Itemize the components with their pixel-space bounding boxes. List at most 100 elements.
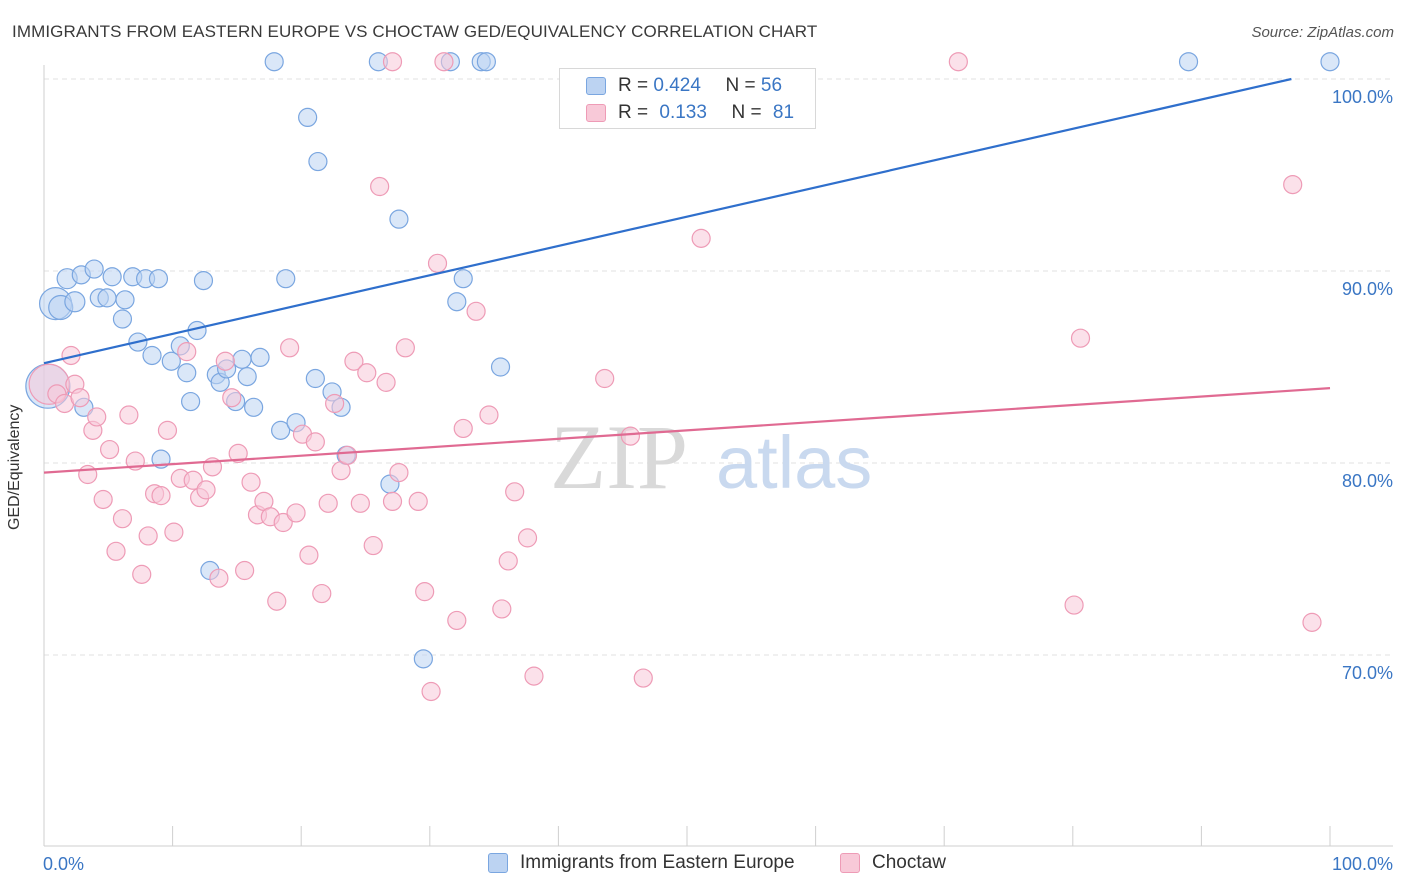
point-choctaw-48 xyxy=(344,351,364,371)
legend-r-label: R = xyxy=(618,102,649,123)
point-eastern-europe-50 xyxy=(453,269,473,289)
point-eastern-europe-36 xyxy=(276,269,296,289)
point-eastern-europe-34 xyxy=(264,52,284,72)
point-choctaw-20 xyxy=(164,522,184,542)
watermark: ZIP atlas xyxy=(550,406,872,508)
legend-n-value: 56 xyxy=(760,75,783,96)
points-layer xyxy=(25,52,1340,702)
point-choctaw-32 xyxy=(241,472,261,492)
point-choctaw-36 xyxy=(267,591,287,611)
point-eastern-europe-11 xyxy=(115,290,135,310)
point-eastern-europe-7 xyxy=(84,259,104,279)
point-eastern-europe-33 xyxy=(250,347,270,367)
legend-swatch-choctaw xyxy=(586,104,606,122)
point-choctaw-29 xyxy=(222,388,242,408)
point-eastern-europe-47 xyxy=(413,649,433,669)
point-choctaw-47 xyxy=(337,445,358,465)
point-eastern-europe-21 xyxy=(177,363,197,383)
legend-n-label: N = xyxy=(725,75,756,96)
point-choctaw-50 xyxy=(357,363,377,383)
point-eastern-europe-9 xyxy=(97,288,117,308)
point-choctaw-42 xyxy=(305,432,325,452)
point-choctaw-23 xyxy=(183,470,203,490)
point-choctaw-18 xyxy=(151,486,171,506)
point-choctaw-57 xyxy=(408,491,428,511)
point-eastern-europe-32 xyxy=(244,397,264,417)
point-choctaw-73 xyxy=(620,426,641,446)
legend-swatch-eastern-europe xyxy=(586,77,606,95)
point-choctaw-68 xyxy=(505,482,525,502)
point-eastern-europe-40 xyxy=(308,151,328,172)
legend-swatch-choctaw xyxy=(840,853,860,873)
legend-text-choctaw: R = 0.133 N = 81 xyxy=(618,102,794,124)
point-choctaw-55 xyxy=(389,463,409,483)
legend-r-label: R = xyxy=(618,75,649,96)
point-choctaw-22 xyxy=(177,342,197,362)
point-choctaw-54 xyxy=(382,491,403,511)
point-eastern-europe-17 xyxy=(148,269,169,289)
point-choctaw-25 xyxy=(196,480,216,500)
point-choctaw-66 xyxy=(492,599,512,619)
point-choctaw-27 xyxy=(209,568,229,588)
point-choctaw-71 xyxy=(382,52,403,72)
point-choctaw-19 xyxy=(157,420,178,440)
point-choctaw-43 xyxy=(312,583,332,604)
point-choctaw-28 xyxy=(215,351,235,371)
point-choctaw-67 xyxy=(498,551,518,571)
point-eastern-europe-31 xyxy=(237,367,257,387)
point-choctaw-52 xyxy=(370,176,390,197)
point-eastern-europe-53 xyxy=(490,357,511,377)
point-choctaw-8 xyxy=(87,407,107,427)
point-choctaw-63 xyxy=(453,418,473,439)
point-eastern-europe-4 xyxy=(64,291,86,313)
point-choctaw-56 xyxy=(395,338,415,358)
point-choctaw-41 xyxy=(299,545,319,565)
point-choctaw-79 xyxy=(1283,175,1303,195)
trend-line-choctaw xyxy=(43,387,1331,474)
point-eastern-europe-12 xyxy=(112,309,133,329)
legend-text-eastern-europe: R = 0.424 N = 56 xyxy=(618,75,782,97)
y-tick-labels: 100.0% 90.0% 80.0% 70.0% xyxy=(1332,87,1393,683)
point-choctaw-60 xyxy=(427,253,448,273)
point-choctaw-39 xyxy=(286,503,306,523)
point-eastern-europe-52 xyxy=(476,52,496,72)
point-choctaw-64 xyxy=(466,301,486,321)
point-choctaw-70 xyxy=(524,666,544,686)
series-legend: Immigrants from Eastern Europe Choctaw xyxy=(0,852,1406,878)
point-choctaw-5 xyxy=(70,388,90,408)
y-tick-label-80: 80.0% xyxy=(1342,471,1393,491)
point-choctaw-58 xyxy=(415,582,435,602)
legend-swatch-eastern-europe xyxy=(488,853,508,873)
point-choctaw-11 xyxy=(106,541,126,561)
point-choctaw-31 xyxy=(235,560,255,581)
legend-n-label: N = xyxy=(731,102,762,123)
point-choctaw-78 xyxy=(1070,328,1091,348)
point-choctaw-10 xyxy=(99,439,120,460)
point-choctaw-62 xyxy=(447,610,467,631)
point-choctaw-38 xyxy=(280,338,300,358)
watermark-atlas: atlas xyxy=(716,421,872,504)
point-choctaw-30 xyxy=(228,443,248,463)
y-tick-label-100: 100.0% xyxy=(1332,87,1393,107)
point-choctaw-51 xyxy=(363,535,383,556)
legend-n-value: 81 xyxy=(772,102,795,123)
point-choctaw-16 xyxy=(138,526,158,546)
x-tick-label-left: 0.0% xyxy=(43,854,84,874)
point-choctaw-65 xyxy=(479,405,499,425)
point-eastern-europe-24 xyxy=(193,271,214,291)
point-eastern-europe-38 xyxy=(298,107,318,128)
point-eastern-europe-39 xyxy=(305,368,325,389)
point-choctaw-13 xyxy=(119,405,139,425)
point-eastern-europe-54 xyxy=(1178,52,1199,72)
point-choctaw-15 xyxy=(132,564,152,584)
x-tick-label-right: 100.0% xyxy=(1332,854,1393,874)
point-choctaw-44 xyxy=(318,493,338,513)
trend-line-eastern-europe xyxy=(43,77,1292,365)
legend-r-value: 0.424 xyxy=(653,75,701,96)
point-choctaw-37 xyxy=(273,512,293,533)
point-choctaw-49 xyxy=(350,493,370,513)
point-eastern-europe-49 xyxy=(447,292,467,312)
axes xyxy=(43,65,1393,847)
correlation-legend: R = 0.424 N = 56 R = 0.133 N = 81 xyxy=(559,68,816,129)
